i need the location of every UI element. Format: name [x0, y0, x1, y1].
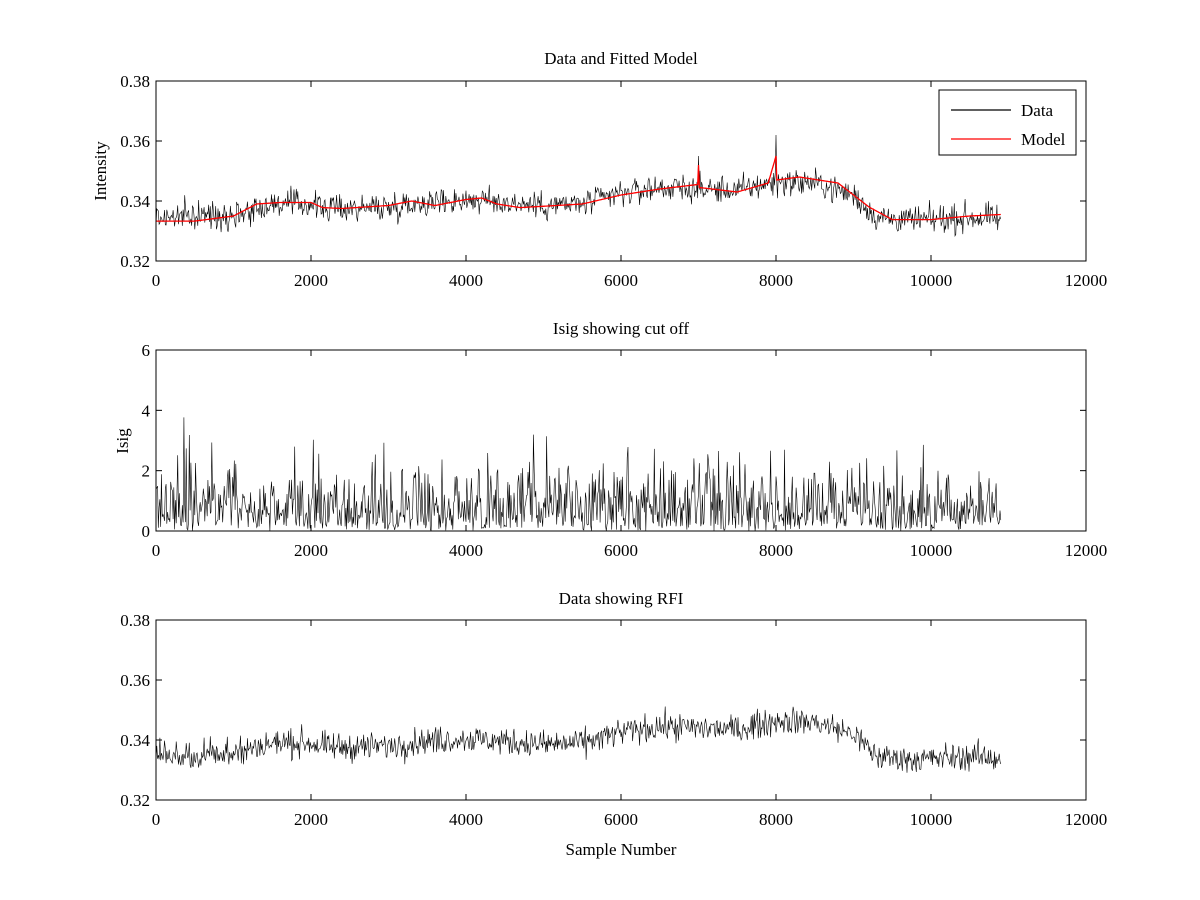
- series-line-1-2: [156, 155, 1001, 222]
- y-tick-label: 2: [142, 462, 151, 481]
- data-showing-rfi-panel: Data showing RFI Sample Number 0 2000 4000…: [120, 589, 1107, 859]
- panel-2-title: Isig showing cut off: [553, 319, 689, 338]
- x-tick-label: 0: [152, 541, 161, 560]
- y-tick-label: 0: [142, 522, 151, 541]
- x-tick-label: 12000: [1065, 271, 1108, 290]
- x-tick-label: 4000: [449, 810, 483, 829]
- series-line-2-1: [155, 417, 1002, 532]
- y-tick-label: 6: [142, 341, 151, 360]
- x-tick-label: 10000: [910, 271, 953, 290]
- x-tick-label: 2000: [294, 541, 328, 560]
- x-tick-label: 2000: [294, 810, 328, 829]
- series-line-3-1: [155, 706, 1002, 773]
- x-tick-label: 6000: [604, 271, 638, 290]
- series-line-1-1: [155, 134, 1002, 238]
- x-tick-label: 6000: [604, 810, 638, 829]
- x-tick-label: 10000: [910, 810, 953, 829]
- panel-1-title: Data and Fitted Model: [544, 49, 698, 68]
- y-tick-label: 0.34: [120, 731, 150, 750]
- x-tick-label: 0: [152, 271, 161, 290]
- x-tick-label: 8000: [759, 271, 793, 290]
- isig-panel: Isig showing cut off Isig 0 2000 4000 6000 8…: [113, 319, 1107, 560]
- panel-1-ylabel: Intensity: [91, 141, 110, 201]
- x-tick-label: 0: [152, 810, 161, 829]
- x-tick-label: 4000: [449, 271, 483, 290]
- y-tick-label: 0.32: [120, 252, 150, 271]
- x-tick-label: 10000: [910, 541, 953, 560]
- y-tick-label: 0.34: [120, 192, 150, 211]
- legend-label: Data: [1021, 101, 1054, 120]
- x-tick-label: 2000: [294, 271, 328, 290]
- legend: Data Model: [938, 89, 1077, 156]
- data-and-fitted-model-panel: Data and Fitted Model Intensity 0 2000 400…: [91, 49, 1107, 290]
- x-tick-label: 8000: [759, 541, 793, 560]
- x-tick-label: 6000: [604, 541, 638, 560]
- y-tick-label: 4: [142, 401, 151, 420]
- panel-3-xlabel: Sample Number: [566, 840, 677, 859]
- x-tick-label: 4000: [449, 541, 483, 560]
- y-tick-label: 0.38: [120, 611, 150, 630]
- panel-2-ylabel: Isig: [113, 428, 132, 454]
- legend-label: Model: [1021, 130, 1066, 149]
- axes-frame: [155, 619, 1087, 801]
- x-tick-label: 8000: [759, 810, 793, 829]
- legend-box: [938, 89, 1077, 156]
- y-tick-label: 0.32: [120, 791, 150, 810]
- y-tick-label: 0.36: [120, 671, 150, 690]
- x-tick-label: 12000: [1065, 541, 1108, 560]
- y-tick-label: 0.36: [120, 132, 150, 151]
- y-tick-label: 0.38: [120, 72, 150, 91]
- panel-3-title: Data showing RFI: [559, 589, 684, 608]
- x-tick-label: 12000: [1065, 810, 1108, 829]
